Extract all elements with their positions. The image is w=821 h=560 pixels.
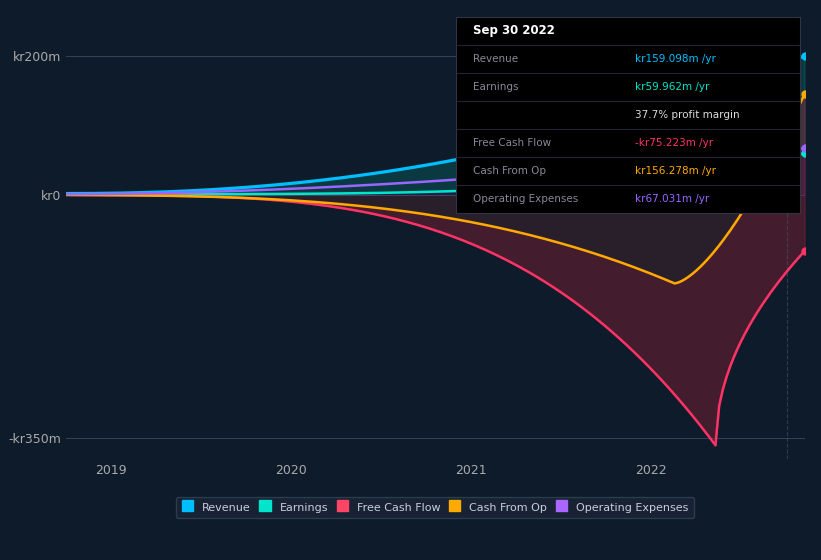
- Text: kr59.962m /yr: kr59.962m /yr: [635, 82, 709, 92]
- Text: kr159.098m /yr: kr159.098m /yr: [635, 54, 716, 64]
- Text: Sep 30 2022: Sep 30 2022: [473, 24, 555, 38]
- Text: kr156.278m /yr: kr156.278m /yr: [635, 166, 716, 176]
- Text: 37.7% profit margin: 37.7% profit margin: [635, 110, 740, 120]
- Text: Cash From Op: Cash From Op: [473, 166, 546, 176]
- Text: -kr75.223m /yr: -kr75.223m /yr: [635, 138, 713, 148]
- Text: Free Cash Flow: Free Cash Flow: [473, 138, 551, 148]
- Legend: Revenue, Earnings, Free Cash Flow, Cash From Op, Operating Expenses: Revenue, Earnings, Free Cash Flow, Cash …: [177, 497, 694, 519]
- Text: Earnings: Earnings: [473, 82, 518, 92]
- Text: Revenue: Revenue: [473, 54, 518, 64]
- Text: kr67.031m /yr: kr67.031m /yr: [635, 194, 709, 204]
- Text: Operating Expenses: Operating Expenses: [473, 194, 578, 204]
